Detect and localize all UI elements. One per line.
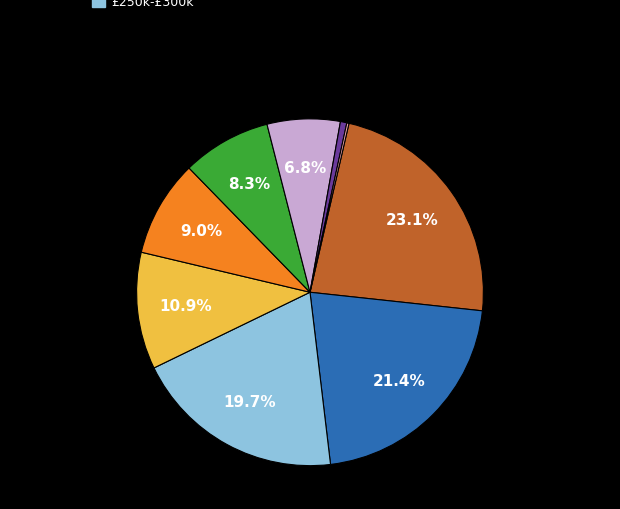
- Text: 8.3%: 8.3%: [228, 177, 270, 191]
- Text: 9.0%: 9.0%: [180, 224, 223, 239]
- Wedge shape: [310, 122, 347, 293]
- Wedge shape: [189, 125, 310, 293]
- Legend: £200k-£250k, £300k-£400k, £250k-£300k, £100k-£150k, £150k-£200k, £50k-£100k, £40: £200k-£250k, £300k-£400k, £250k-£300k, £…: [87, 0, 533, 14]
- Wedge shape: [141, 168, 310, 293]
- Text: 10.9%: 10.9%: [159, 299, 212, 314]
- Wedge shape: [154, 293, 330, 466]
- Text: 6.8%: 6.8%: [284, 161, 327, 176]
- Wedge shape: [310, 124, 349, 293]
- Wedge shape: [310, 293, 482, 465]
- Wedge shape: [136, 252, 310, 368]
- Wedge shape: [267, 120, 340, 293]
- Text: 21.4%: 21.4%: [373, 373, 425, 388]
- Text: 19.7%: 19.7%: [224, 394, 277, 410]
- Wedge shape: [310, 124, 484, 311]
- Text: 23.1%: 23.1%: [386, 213, 438, 228]
